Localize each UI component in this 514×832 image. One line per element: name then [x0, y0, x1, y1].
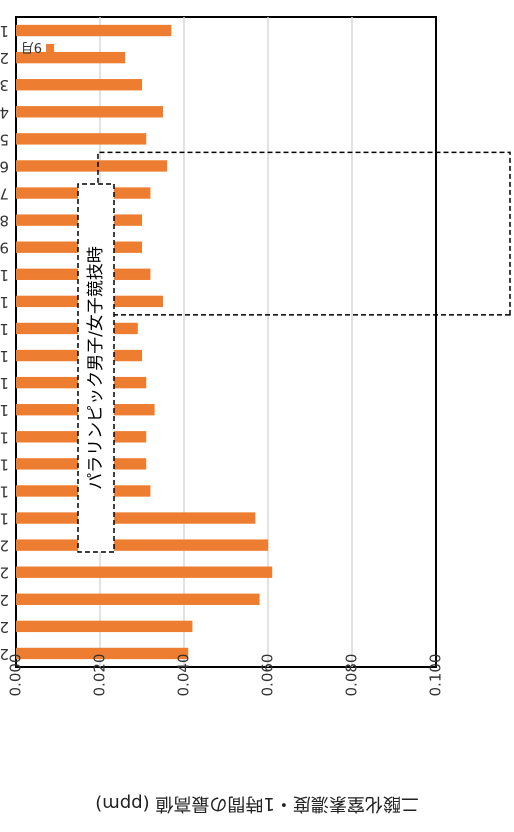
category-label: 22時 [0, 591, 9, 609]
bar [16, 160, 168, 172]
plot-area-border [15, 16, 437, 668]
category-labels: 1時 2時 3時 4時 5時 6時 7時 8時 9時 10時 11時 12時 13時 14時 15時 16時 1… [0, 22, 9, 663]
category-label: 12時 [0, 320, 9, 338]
category-label: 8時 [0, 212, 9, 230]
category-label: 11時 [0, 293, 9, 311]
category-label: 15時 [0, 401, 9, 419]
category-label: 2時 [0, 49, 9, 67]
legend-label: 9月 [21, 39, 42, 54]
category-label: 10時 [0, 266, 9, 284]
category-label: 21時 [0, 564, 9, 582]
category-label: 13時 [0, 347, 9, 365]
category-label: 6時 [0, 157, 9, 175]
category-label: 1時 [0, 22, 9, 40]
legend-swatch [46, 44, 54, 52]
category-label: 9時 [0, 239, 9, 257]
value-tick-label: 0.020 [91, 654, 109, 697]
value-tick-label: 0.100 [427, 654, 445, 697]
value-tick-label: 0.000 [7, 654, 25, 697]
bar [16, 322, 138, 335]
bar [16, 539, 268, 551]
bar [16, 133, 147, 145]
category-label: 4時 [0, 103, 9, 121]
value-tick-label: 0.040 [175, 654, 193, 697]
category-label: 19時 [0, 510, 9, 528]
bar [16, 647, 189, 660]
bars [16, 24, 273, 660]
category-label: 16時 [0, 428, 9, 446]
annotation-label-box [77, 183, 115, 553]
category-label: 5時 [0, 130, 9, 148]
bar [16, 24, 172, 37]
bar [16, 512, 256, 524]
value-tick-labels: 0.000 0.020 0.040 0.060 0.080 0.100 [7, 654, 445, 697]
bar [16, 106, 163, 118]
annotation-label: パラリンピック男子/女子競技時 [86, 246, 106, 490]
category-label: 18時 [0, 482, 9, 500]
bar [16, 593, 260, 605]
category-label: 20時 [0, 537, 9, 555]
category-label: 7時 [0, 185, 9, 203]
bar [16, 566, 273, 578]
category-label: 24時 [0, 645, 9, 663]
annotation: パラリンピック男子/女子競技時 [77, 151, 511, 553]
category-label: 17時 [0, 455, 9, 473]
category-label: 3時 [0, 76, 9, 94]
legend: 9月 [21, 39, 54, 54]
value-tick-label: 0.080 [343, 654, 361, 697]
bar [16, 51, 126, 64]
value-tick-label: 0.060 [259, 654, 277, 697]
bar [16, 620, 193, 633]
axis-title: 二酸化窒素濃度・1時間の最高値 (ppm) [95, 793, 419, 814]
annotation-bracket [97, 151, 511, 316]
category-label: 14時 [0, 374, 9, 392]
category-label: 23時 [0, 618, 9, 636]
bar [16, 79, 142, 91]
